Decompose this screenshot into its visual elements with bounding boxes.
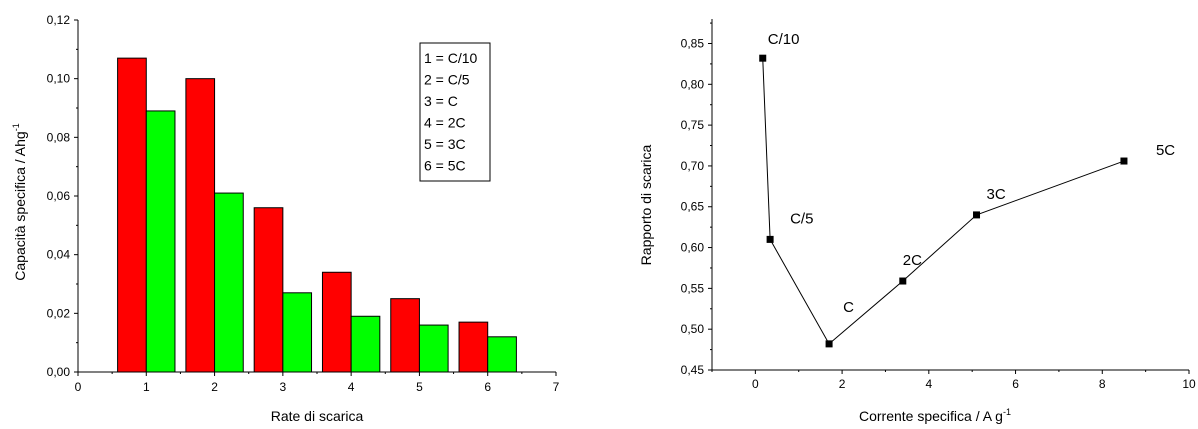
y-tick-label: 0,08 [47,130,71,144]
x-tick-label: 4 [925,377,932,391]
bar-series2-2 [214,192,244,373]
x-tick-label: 4 [348,380,355,394]
legend-entry: 5 = 3C [424,136,466,152]
legend-entry: 4 = 2C [424,115,466,131]
bar-series2-4 [350,315,381,373]
y-tick-label: 0,06 [47,189,71,203]
y-tick-label: 0,85 [681,36,705,50]
y-tick-label: 0,12 [47,13,71,27]
y-tick-label: 0,80 [681,77,705,91]
legend-entry: 1 = C/10 [424,50,478,66]
x-axis-title: Rate di scarica [271,408,364,424]
point-label: C/5 [790,210,813,227]
data-point-2 [766,235,774,243]
x-tick-label: 2 [211,380,218,394]
point-label: C/10 [768,31,800,48]
series-line [762,58,1125,345]
y-tick-label: 0,04 [47,248,71,262]
y-tick-label: 0,65 [681,200,705,214]
y-tick-label: 0,60 [681,241,705,255]
legend-box: 1 = C/10 2 = C/5 3 = C 4 = 2C 5 = 3C 6 = 5C [419,42,491,182]
bar-series1-2 [185,78,216,373]
x-tick-label: 10 [1182,377,1196,391]
data-point-4 [899,277,907,285]
y-tick-label: 0,10 [47,72,71,86]
capacity-bar-chart: 0 1 2 3 4 5 6 7 0,00 0,02 0,04 0,06 0,08 0,10 0,12 Rat… [11,13,560,424]
point-label: 3C [987,186,1006,203]
bar-series1-6 [458,321,489,373]
x-tick-label: 0 [752,377,759,391]
x-tick-label: 1 [143,380,150,394]
bar-series2-3 [282,292,313,373]
x-tick-label: 7 [553,380,560,394]
y-tick-label: 0,02 [47,306,71,320]
y-axis-title: Rapporto di scarica [638,144,654,265]
data-point-5 [973,211,981,219]
point-label: 5C [1156,142,1175,159]
discharge-ratio-line-chart: 0 2 4 6 8 10 0,45 0,50 0,55 0,60 0,65 0,70 0,75 0,80 0… [638,19,1196,424]
data-point-3 [825,340,833,348]
bar-series1-1 [117,57,147,373]
legend-entry: 6 = 5C [424,158,466,174]
y-axis-title: Capacità specifica / Ahg-1 [11,123,28,280]
data-point-1 [759,54,767,62]
x-tick-label: 6 [484,380,491,394]
bar-series1-4 [321,271,352,373]
bar-series1-3 [253,207,284,373]
legend-entry: 2 = C/5 [424,72,470,88]
bar-series2-6 [487,336,517,373]
x-tick-label: 3 [280,380,287,394]
y-tick-label: 0,00 [47,365,71,379]
y-tick-label: 0,55 [681,281,705,295]
x-tick-label: 6 [1012,377,1019,391]
data-point-6 [1120,157,1128,165]
bar-series1-5 [390,298,420,373]
x-tick-label: 8 [1099,377,1106,391]
y-tick-label: 0,50 [681,322,705,336]
x-tick-label: 2 [839,377,846,391]
bar-series2-5 [418,324,449,373]
y-tick-label: 0,70 [681,159,705,173]
y-tick-label: 0,45 [681,363,705,377]
x-tick-label: 0 [75,380,82,394]
y-tick-label: 0,75 [681,118,705,132]
point-label: C [843,299,854,316]
x-tick-label: 5 [416,380,423,394]
bar-series2-1 [145,110,176,373]
legend-entry: 3 = C [424,93,458,109]
x-axis-title: Corrente specifica / A g-1 [859,407,1011,424]
point-label: 2C [903,252,922,269]
